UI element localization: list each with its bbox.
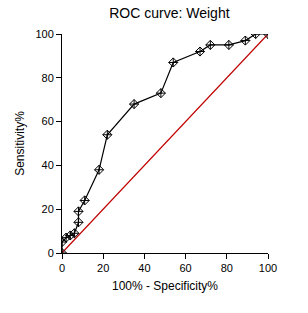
svg-text:80: 80 — [42, 72, 54, 84]
svg-text:60: 60 — [179, 262, 191, 274]
svg-text:100: 100 — [259, 262, 277, 274]
svg-text:60: 60 — [42, 115, 54, 127]
svg-text:40: 40 — [138, 262, 150, 274]
svg-text:0: 0 — [48, 247, 54, 259]
svg-text:40: 40 — [42, 159, 54, 171]
svg-text:ROC curve: Weight: ROC curve: Weight — [109, 5, 229, 21]
svg-text:100% - Specificity%: 100% - Specificity% — [112, 279, 218, 293]
svg-text:20: 20 — [42, 203, 54, 215]
svg-text:100: 100 — [35, 28, 53, 40]
svg-text:20: 20 — [97, 262, 109, 274]
svg-text:0: 0 — [59, 262, 65, 274]
svg-text:Sensitivity%: Sensitivity% — [13, 111, 27, 176]
svg-text:80: 80 — [221, 262, 233, 274]
